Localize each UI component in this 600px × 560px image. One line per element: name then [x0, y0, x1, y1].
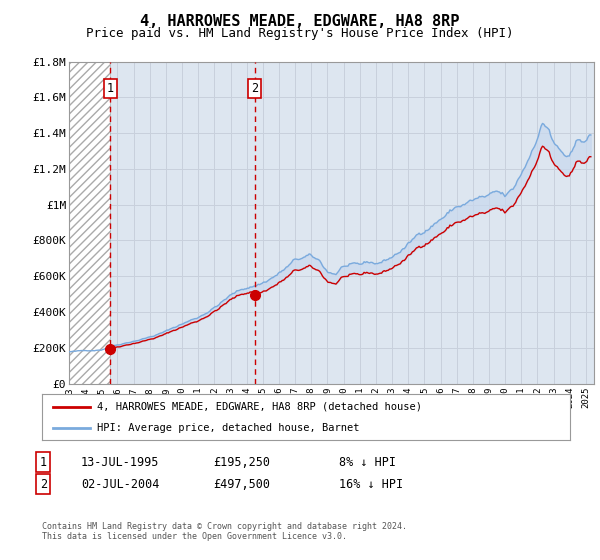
Text: 2: 2: [40, 478, 47, 491]
Text: 1: 1: [40, 455, 47, 469]
Text: £497,500: £497,500: [213, 478, 270, 491]
Text: 2: 2: [251, 82, 259, 95]
Text: Price paid vs. HM Land Registry's House Price Index (HPI): Price paid vs. HM Land Registry's House …: [86, 27, 514, 40]
Text: 4, HARROWES MEADE, EDGWARE, HA8 8RP: 4, HARROWES MEADE, EDGWARE, HA8 8RP: [140, 14, 460, 29]
Text: £195,250: £195,250: [213, 455, 270, 469]
Text: 1: 1: [106, 82, 113, 95]
Bar: [69, 62, 110, 384]
Text: 16% ↓ HPI: 16% ↓ HPI: [339, 478, 403, 491]
Text: 02-JUL-2004: 02-JUL-2004: [81, 478, 160, 491]
Text: HPI: Average price, detached house, Barnet: HPI: Average price, detached house, Barn…: [97, 423, 360, 433]
Text: 8% ↓ HPI: 8% ↓ HPI: [339, 455, 396, 469]
Text: 13-JUL-1995: 13-JUL-1995: [81, 455, 160, 469]
Bar: [69, 62, 110, 384]
Text: Contains HM Land Registry data © Crown copyright and database right 2024.
This d: Contains HM Land Registry data © Crown c…: [42, 522, 407, 542]
Text: 4, HARROWES MEADE, EDGWARE, HA8 8RP (detached house): 4, HARROWES MEADE, EDGWARE, HA8 8RP (det…: [97, 402, 422, 412]
